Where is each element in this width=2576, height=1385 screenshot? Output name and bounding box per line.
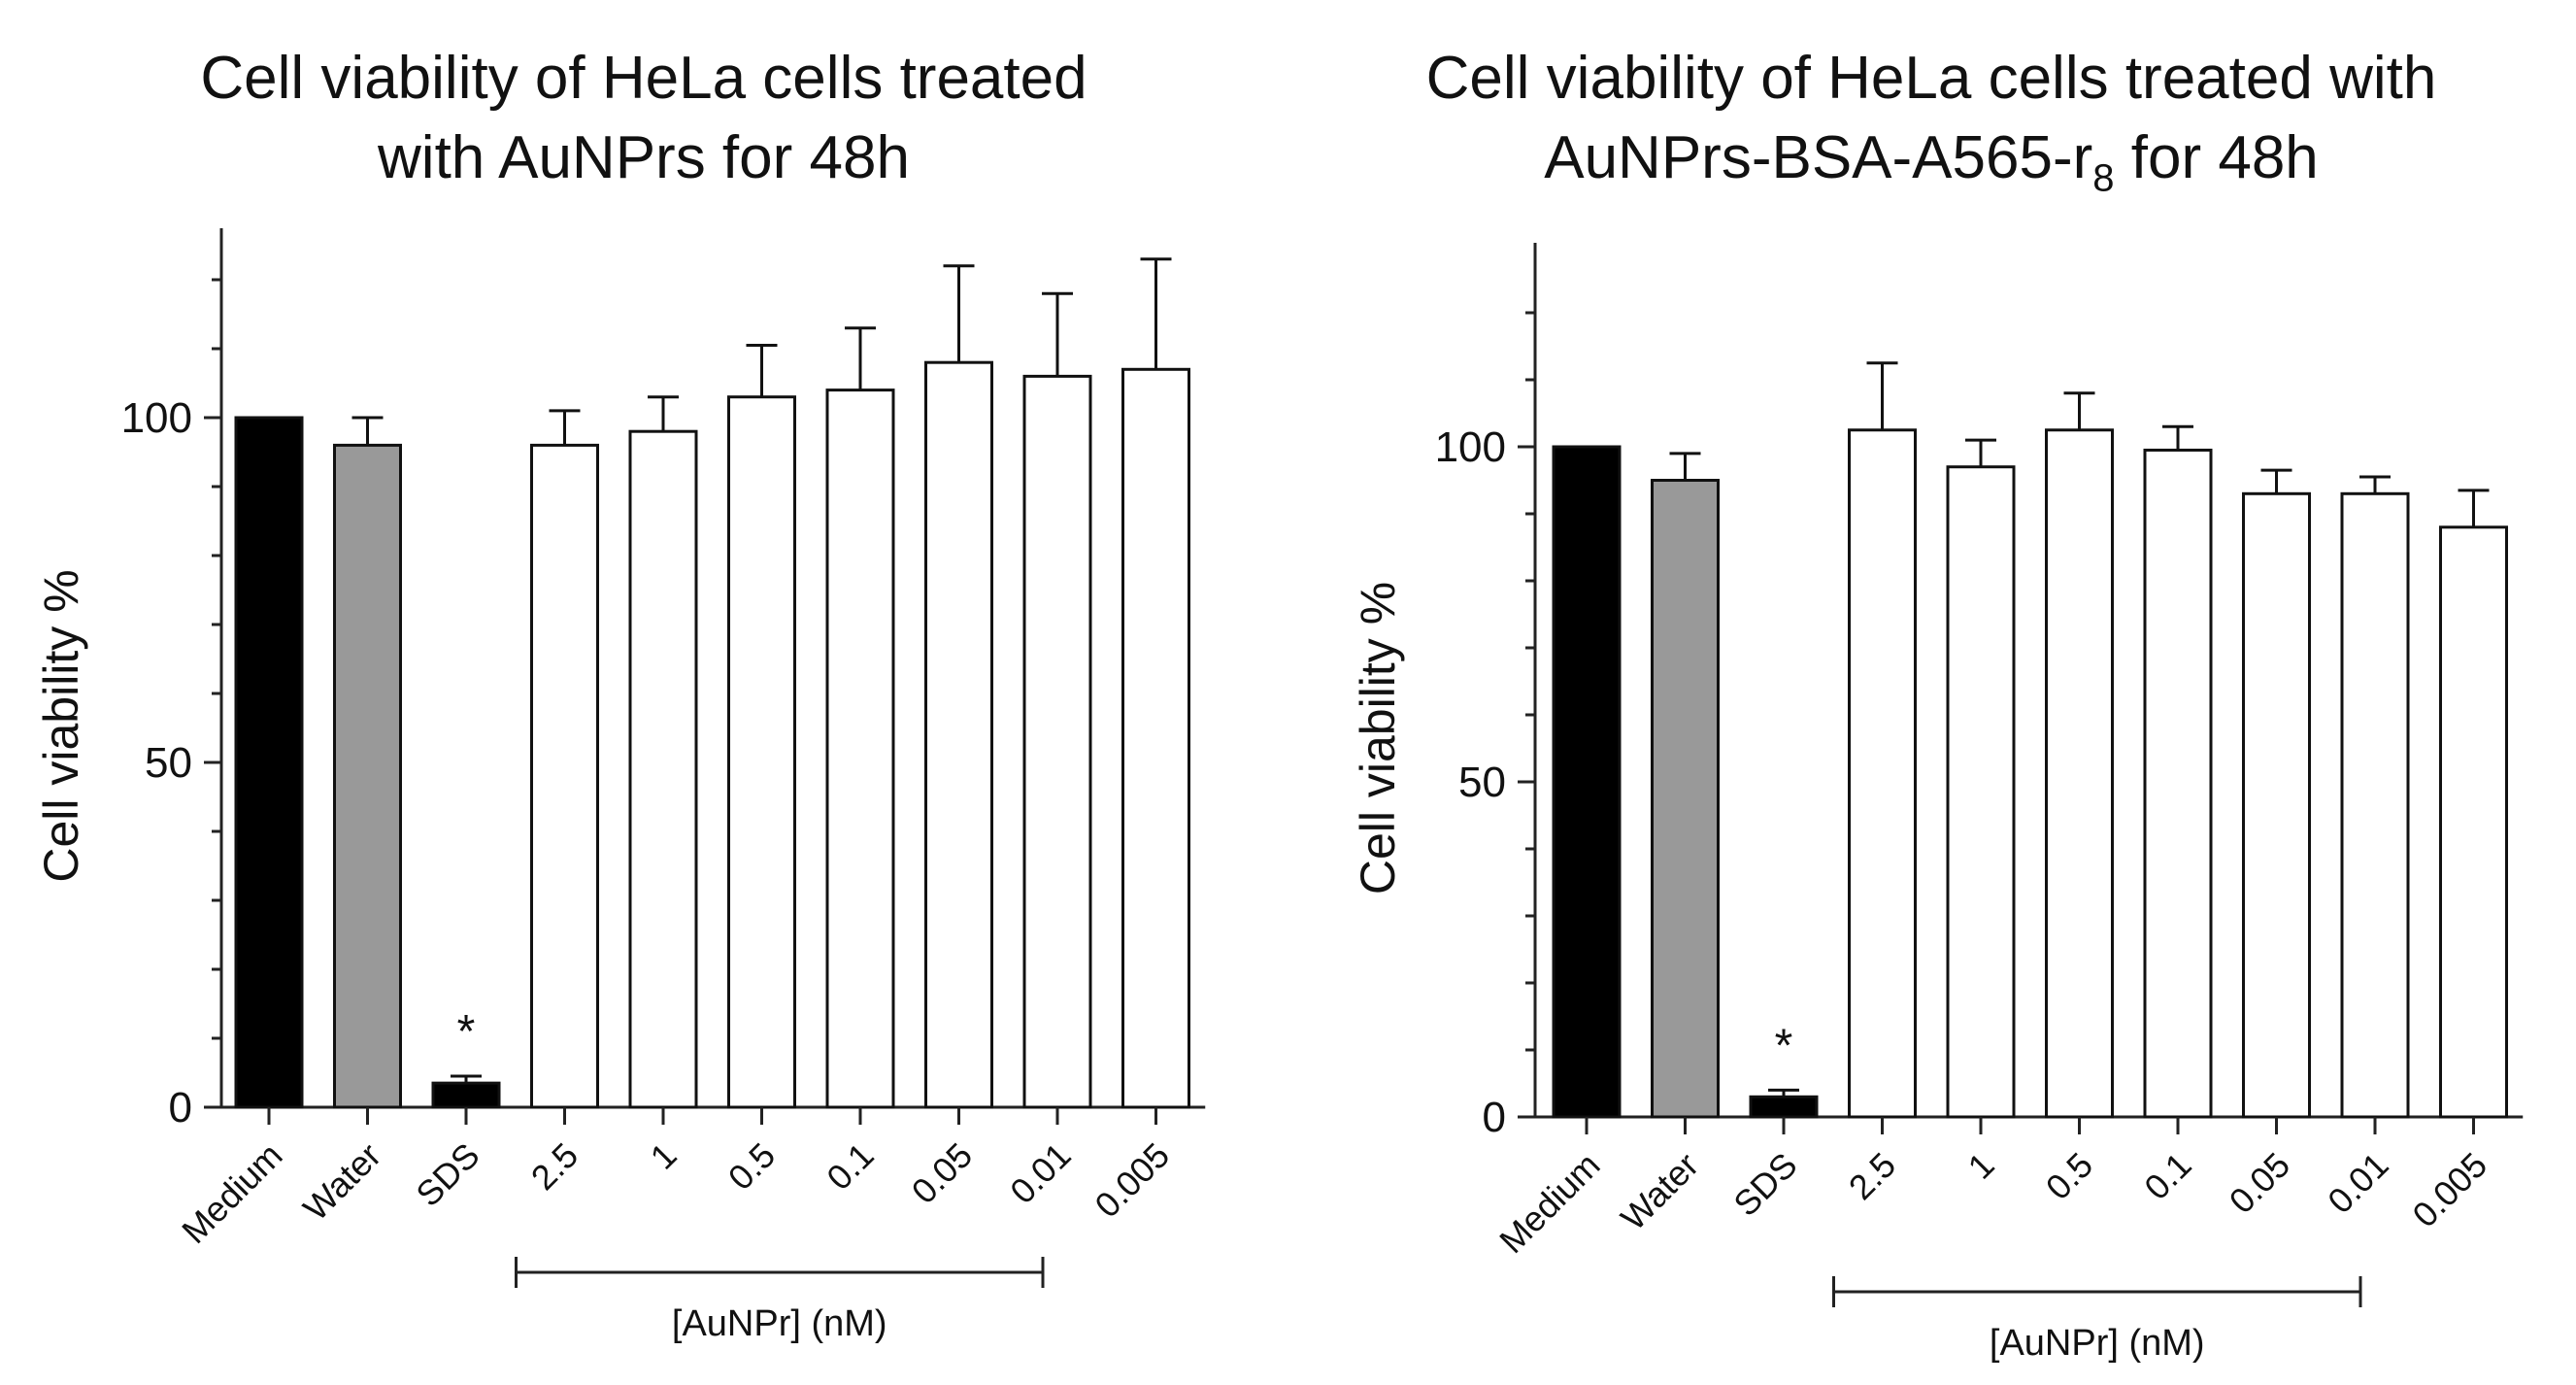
- chart-panel-right: Cell viability of HeLa cells treated wit…: [1288, 0, 2575, 1385]
- bar: [2045, 428, 2114, 1119]
- chart-title: Cell viability of HeLa cells treated wit…: [0, 39, 1288, 198]
- x-tick-label: 0.01: [2320, 1145, 2396, 1222]
- chart-panel-left: Cell viability of HeLa cells treated wit…: [0, 39, 1288, 1344]
- bar: [924, 360, 993, 1109]
- bar: [1552, 445, 1622, 1119]
- x-tick-label: 0.005: [2404, 1145, 2494, 1235]
- y-axis-label: Cell viability %: [1351, 582, 1405, 895]
- bar: [2340, 491, 2410, 1119]
- bar: [530, 443, 599, 1109]
- x-tick-label: SDS: [1725, 1145, 1804, 1224]
- x-tick-label: Water: [1613, 1145, 1706, 1238]
- bar: [727, 395, 796, 1109]
- group-bracket-label: [AuNPr] (nM): [1990, 1323, 2205, 1364]
- bar: [2439, 525, 2508, 1119]
- bar: [2143, 448, 2213, 1119]
- y-tick-label: 100: [121, 394, 192, 442]
- bar: [1749, 1095, 1819, 1119]
- chart-title-line-1: Cell viability of HeLa cells treated: [200, 45, 1087, 112]
- group-bracket-label: [AuNPr] (nM): [672, 1303, 887, 1344]
- x-tick-label: 0.1: [819, 1135, 881, 1198]
- x-tick-label: 0.05: [2222, 1145, 2298, 1222]
- x-tick-label: 0.5: [720, 1135, 783, 1198]
- bar: [1848, 428, 1917, 1119]
- bar: [234, 416, 304, 1109]
- bar-chart-left: 0 50 100 Cell viability % Medium Water SDS 2.5 1…: [34, 228, 1206, 1344]
- bar: [1121, 367, 1190, 1109]
- y-tick-label: 50: [145, 739, 192, 787]
- x-tick-label: SDS: [408, 1135, 486, 1214]
- bar-chart-right: 0 50 100 Cell viability % Medium Water SDS 2.5 1…: [1351, 243, 2524, 1364]
- bar: [825, 388, 895, 1109]
- bar: [431, 1081, 501, 1109]
- bar: [1022, 374, 1092, 1109]
- x-tick-label: 1: [643, 1135, 685, 1177]
- bar: [1651, 479, 1720, 1119]
- x-tick-label: 0.01: [1002, 1135, 1079, 1212]
- chart-title-line-2: AuNPrs-BSA-A565-r8 for 48h: [1288, 118, 2575, 218]
- bar: [2242, 491, 2311, 1119]
- y-tick-label: 100: [1435, 423, 1506, 471]
- x-tick-label: 0.5: [2038, 1145, 2100, 1207]
- x-tick-label: 0.1: [2136, 1145, 2198, 1207]
- x-tick-label: 0.005: [1087, 1135, 1177, 1226]
- x-tick-label: Medium: [174, 1135, 290, 1252]
- y-axis-label: Cell viability %: [34, 569, 88, 882]
- y-tick-label: 0: [169, 1084, 192, 1132]
- x-tick-label: Water: [295, 1135, 388, 1229]
- significance-marker: *: [1775, 1020, 1793, 1071]
- x-tick-label: 1: [1960, 1145, 2002, 1187]
- significance-marker: *: [457, 1006, 476, 1058]
- x-tick-label: 0.05: [904, 1135, 981, 1212]
- x-tick-label: Medium: [1491, 1145, 1608, 1262]
- chart-title-line-2-main: AuNPrs-BSA-A565-r: [1544, 124, 2093, 191]
- bar: [1946, 465, 2016, 1119]
- bar: [628, 429, 698, 1109]
- bar: [333, 443, 402, 1109]
- y-tick-label: 0: [1483, 1094, 1506, 1141]
- chart-title: Cell viability of HeLa cells treated wit…: [1288, 39, 2575, 218]
- chart-title-suffix: for 48h: [2114, 124, 2319, 191]
- chart-title-line-2: with AuNPrs for 48h: [378, 124, 910, 191]
- y-tick-label: 50: [1458, 759, 1506, 806]
- chart-title-line-1: Cell viability of HeLa cells treated wit…: [1425, 45, 2437, 112]
- x-tick-label: 2.5: [523, 1135, 585, 1198]
- chart-title-subscript: 8: [2092, 156, 2115, 200]
- x-tick-label: 2.5: [1841, 1145, 1903, 1207]
